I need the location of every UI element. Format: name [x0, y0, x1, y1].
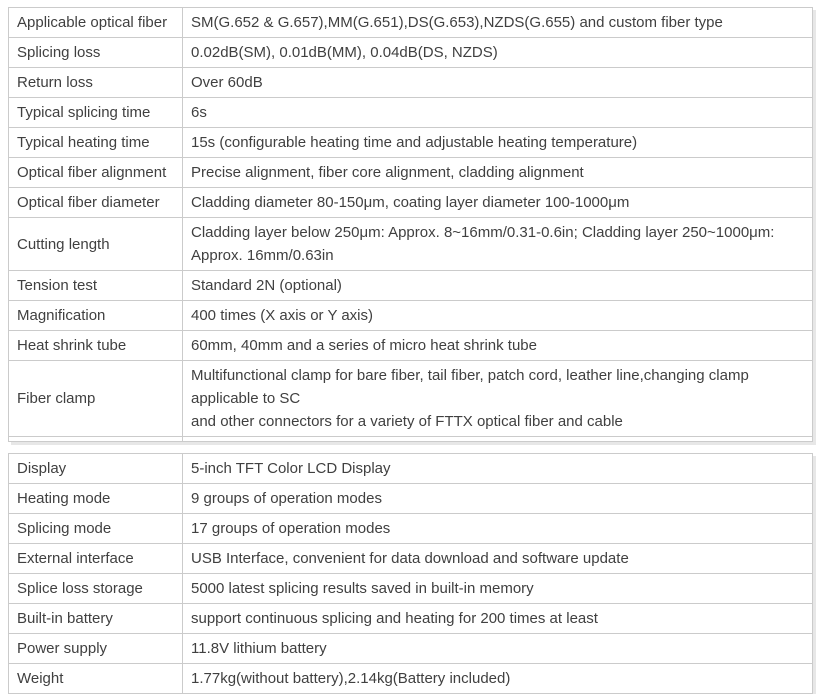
spec-label-cell: Typical heating time — [8, 127, 183, 158]
spec-label-cell: Display — [8, 453, 183, 484]
spec-label-cell: External interface — [8, 543, 183, 574]
spec-row: Display 5-inch TFT Color LCD Display — [8, 453, 813, 484]
spec-row: Optical fiber diameter Cladding diameter … — [8, 187, 813, 218]
spec-row: Heat shrink tube 60mm, 40mm and a series … — [8, 330, 813, 361]
spec-value-cell: SM(G.652 & G.657),MM(G.651),DS(G.653),NZ… — [182, 7, 813, 38]
spec-label-cell: Optical fiber diameter — [8, 187, 183, 218]
spec-table-splicing-body: Applicable optical fiber SM(G.652 & G.657… — [8, 7, 813, 442]
spec-value-cell: Cladding layer below 250μm: Approx. 8~16… — [182, 217, 813, 271]
spec-value-cell: 5-inch TFT Color LCD Display — [182, 453, 813, 484]
spacer-cell — [182, 436, 813, 442]
spec-row: Magnification 400 times (X axis or Y axis… — [8, 300, 813, 331]
spec-row: Splicing mode 17 groups of operation mode… — [8, 513, 813, 544]
spec-label-cell: Weight — [8, 663, 183, 694]
spec-table-splicing: Applicable optical fiber SM(G.652 & G.657… — [8, 7, 813, 442]
spec-row: External interface USB Interface, conveni… — [8, 543, 813, 574]
spec-label-cell: Tension test — [8, 270, 183, 301]
spec-label-cell: Fiber clamp — [8, 360, 183, 437]
spec-value-cell: 6s — [182, 97, 813, 128]
spacer-row — [8, 436, 813, 442]
spec-label-cell: Splice loss storage — [8, 573, 183, 604]
spec-row: Typical splicing time 6s — [8, 97, 813, 128]
spec-value-cell: Precise alignment, fiber core alignment,… — [182, 157, 813, 188]
spec-label-cell: Magnification — [8, 300, 183, 331]
spec-row: Applicable optical fiber SM(G.652 & G.657… — [8, 7, 813, 38]
spec-label-cell: Power supply — [8, 633, 183, 664]
spec-row: Splice loss storage 5000 latest splicing … — [8, 573, 813, 604]
spec-value-cell: 400 times (X axis or Y axis) — [182, 300, 813, 331]
spec-row: Cutting length Cladding layer below 250μm… — [8, 217, 813, 271]
spec-label-cell: Heating mode — [8, 483, 183, 514]
spec-label-cell: Optical fiber alignment — [8, 157, 183, 188]
spec-label-cell: Splicing loss — [8, 37, 183, 68]
spec-label-cell: Built-in battery — [8, 603, 183, 634]
page: { "page": { "background": "#ffffff", "te… — [8, 7, 813, 694]
spec-value-cell: 9 groups of operation modes — [182, 483, 813, 514]
spec-table-device-body: Display 5-inch TFT Color LCD Display Heati… — [8, 453, 813, 694]
spec-value-cell: Standard 2N (optional) — [182, 270, 813, 301]
spec-value-cell: 17 groups of operation modes — [182, 513, 813, 544]
spec-row: Power supply 11.8V lithium battery — [8, 633, 813, 664]
spec-row: Return loss Over 60dB — [8, 67, 813, 98]
spec-value-cell: Multifunctional clamp for bare fiber, ta… — [182, 360, 813, 437]
spec-table-device: Display 5-inch TFT Color LCD Display Heati… — [8, 453, 813, 694]
spec-value-cell: 0.02dB(SM), 0.01dB(MM), 0.04dB(DS, NZDS) — [182, 37, 813, 68]
spec-row: Tension test Standard 2N (optional) — [8, 270, 813, 301]
spec-value-cell: 15s (configurable heating time and adjus… — [182, 127, 813, 158]
spec-label-cell: Cutting length — [8, 217, 183, 271]
spec-row: Built-in battery support continuous splic… — [8, 603, 813, 634]
spec-value-cell: 5000 latest splicing results saved in bu… — [182, 573, 813, 604]
spec-label-cell: Applicable optical fiber — [8, 7, 183, 38]
spec-label-cell: Heat shrink tube — [8, 330, 183, 361]
spacer-cell — [8, 436, 183, 442]
spec-label-cell: Splicing mode — [8, 513, 183, 544]
spec-row: Fiber clamp Multifunctional clamp for bar… — [8, 360, 813, 437]
spec-value-cell: 60mm, 40mm and a series of micro heat sh… — [182, 330, 813, 361]
spec-value-cell: Cladding diameter 80-150μm, coating laye… — [182, 187, 813, 218]
spec-value-cell: USB Interface, convenient for data downl… — [182, 543, 813, 574]
spec-row: Weight 1.77kg(without battery),2.14kg(Bat… — [8, 663, 813, 694]
spec-row: Heating mode 9 groups of operation modes — [8, 483, 813, 514]
spec-value-cell: Over 60dB — [182, 67, 813, 98]
spec-value-cell: support continuous splicing and heating … — [182, 603, 813, 634]
spec-value-cell: 1.77kg(without battery),2.14kg(Battery i… — [182, 663, 813, 694]
spec-value-cell: 11.8V lithium battery — [182, 633, 813, 664]
spec-row: Optical fiber alignment Precise alignment… — [8, 157, 813, 188]
spec-label-cell: Return loss — [8, 67, 183, 98]
spec-row: Splicing loss 0.02dB(SM), 0.01dB(MM), 0.0… — [8, 37, 813, 68]
spec-row: Typical heating time 15s (configurable he… — [8, 127, 813, 158]
spec-label-cell: Typical splicing time — [8, 97, 183, 128]
